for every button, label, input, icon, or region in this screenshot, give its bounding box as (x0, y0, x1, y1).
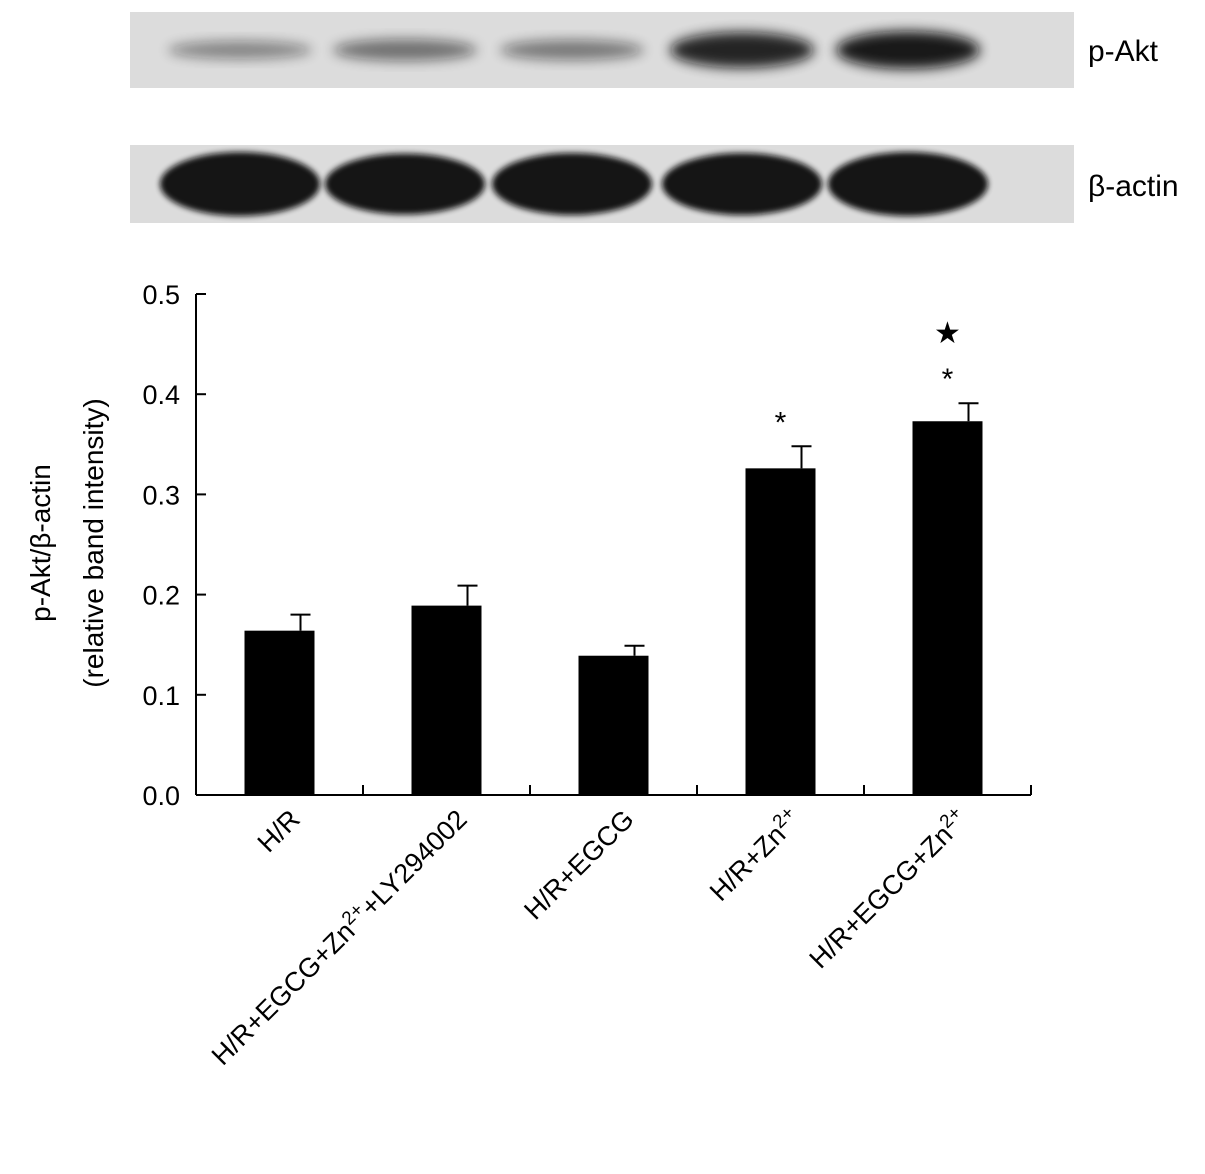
blot-band (492, 152, 652, 216)
blot-strip-beta-actin (130, 145, 1074, 223)
y-tick-label: 0.5 (142, 280, 180, 310)
y-axis-title-line1: p-Akt/β-actin (25, 464, 56, 622)
blot-band (333, 39, 477, 61)
significance-asterisk: * (942, 363, 954, 396)
bar (578, 655, 649, 795)
y-axis-title-line2: (relative band intensity) (78, 398, 109, 687)
blot-band (670, 32, 814, 68)
y-tick-label: 0.0 (142, 781, 180, 811)
x-category-label: H/R+EGCG (518, 804, 639, 925)
blot-label-beta-actin: β-actin (1088, 170, 1179, 203)
x-category-label: H/R (252, 804, 306, 858)
x-category-label: H/R+Zn2+ (702, 802, 807, 907)
bar (912, 421, 983, 795)
significance-star-mark: ★ (934, 317, 961, 350)
bar (745, 468, 816, 795)
blot-band (500, 39, 644, 61)
blot-band (828, 152, 988, 216)
blot-band (836, 31, 980, 69)
y-axis-title: p-Akt/β-actin (relative band intensity) (25, 398, 109, 687)
y-tick-label: 0.1 (142, 681, 180, 711)
blot-band (325, 153, 485, 215)
significance-asterisk: * (775, 406, 787, 439)
blot-band (168, 40, 312, 60)
bar (244, 630, 315, 795)
x-category-label: H/R+EGCG+Zn2+ (802, 802, 974, 974)
y-tick-label: 0.3 (142, 480, 180, 510)
blot-band (662, 152, 822, 216)
western-blot-panel: p-Akt β-actin (130, 12, 1179, 223)
blot-label-p-akt: p-Akt (1088, 35, 1159, 68)
bar (411, 605, 482, 795)
blot-band (160, 152, 320, 216)
y-tick-label: 0.2 (142, 581, 180, 611)
x-category-label: H/R+EGCG+Zn2++LY294002 (204, 802, 473, 1071)
plot-area: 0.0 0.1 0.2 0.3 0.4 0.5 H/RH/R+EGCG+Zn2++LY294… (142, 280, 1032, 1071)
blot-strip-p-akt (130, 12, 1074, 88)
y-tick-label: 0.4 (142, 380, 180, 410)
